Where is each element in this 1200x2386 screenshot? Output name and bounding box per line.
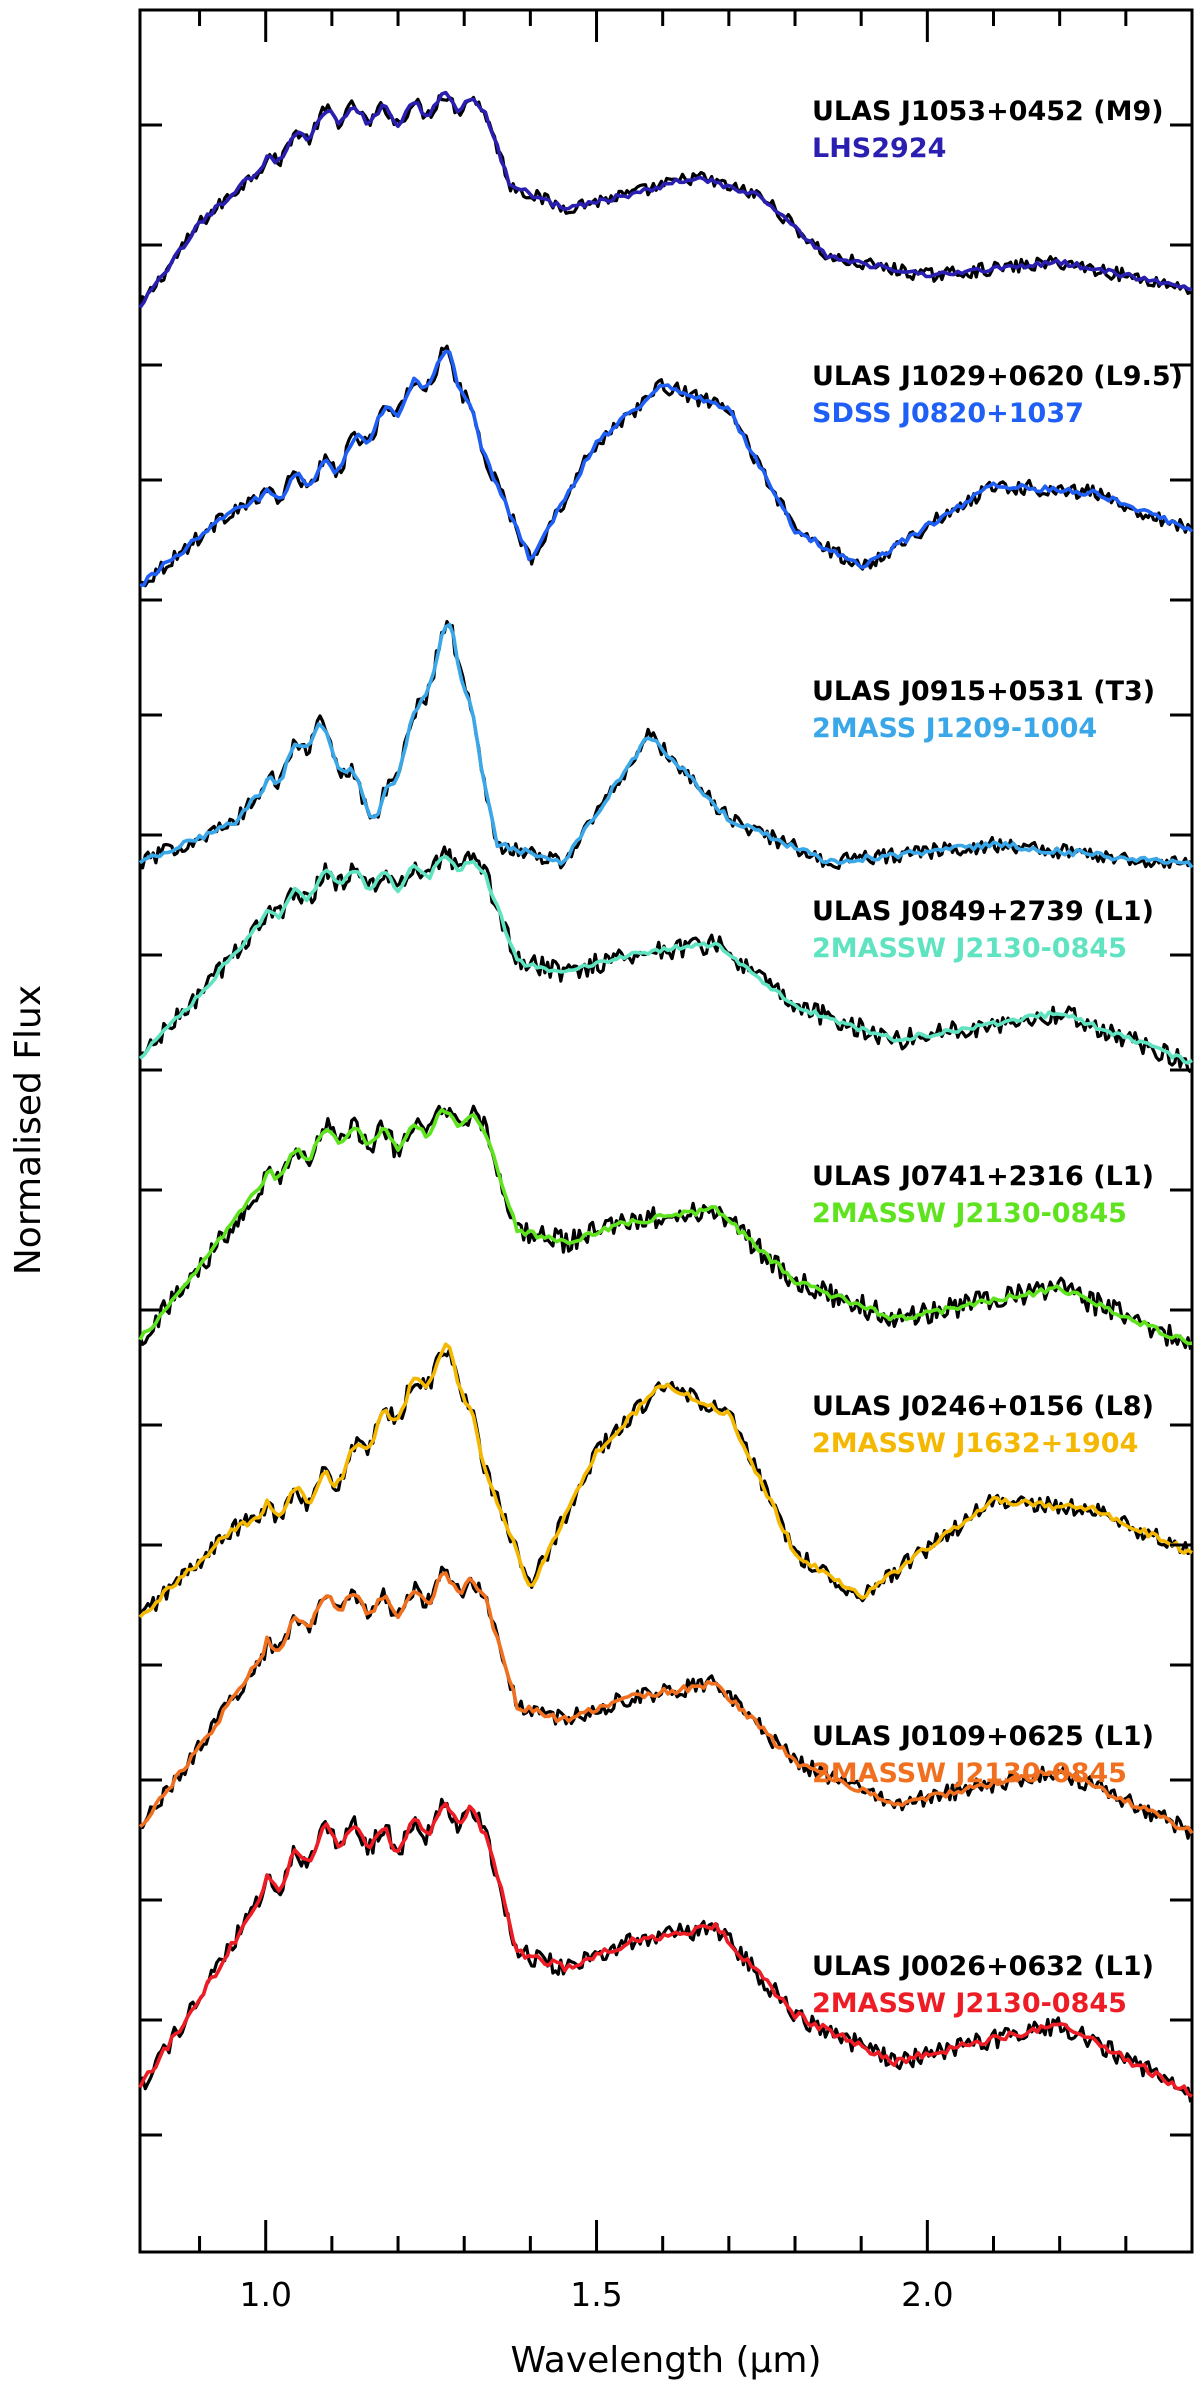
target-label: ULAS J1029+0620 (L9.5)	[812, 361, 1183, 392]
x-tick-label: 2.0	[901, 2275, 953, 2314]
spectrum-panel: ULAS J0741+2316 (L1) 2MASSW J2130-0845	[138, 1104, 1193, 1350]
template-spectrum-line	[138, 1342, 1194, 1619]
template-label: 2MASSW J2130-0845	[812, 1758, 1127, 1789]
template-spectrum-line	[138, 1801, 1193, 2098]
template-label: 2MASSW J2130-0845	[812, 1988, 1127, 2019]
spectrum-panel: ULAS J0026+0632 (L1) 2MASSW J2130-0845	[138, 1797, 1193, 2103]
target-label: ULAS J0109+0625 (L1)	[812, 1721, 1154, 1752]
target-label: ULAS J0246+0156 (L8)	[812, 1391, 1154, 1422]
template-label: 2MASSW J1632+1904	[812, 1428, 1138, 1459]
observed-spectrum-line	[138, 1565, 1193, 1840]
y-ticks	[140, 123, 1192, 2137]
spectrum-panel: ULAS J1053+0452 (M9) LHS2924	[138, 90, 1193, 309]
template-label: 2MASSW J2130-0845	[812, 1198, 1127, 1229]
template-spectrum-line	[138, 854, 1194, 1065]
target-label: ULAS J0915+0531 (T3)	[812, 676, 1155, 707]
template-label: 2MASSW J2130-0845	[812, 933, 1127, 964]
spectrum-panel: ULAS J0109+0625 (L1) 2MASSW J2130-0845	[138, 1565, 1194, 1840]
observed-spectrum-line	[138, 94, 1192, 306]
target-label: ULAS J0026+0632 (L1)	[812, 1951, 1154, 1982]
y-axis-label: Normalised Flux	[8, 985, 49, 1275]
spectra-layer: ULAS J1053+0452 (M9) LHS2924 ULAS J1029+06…	[138, 90, 1194, 2103]
template-spectrum-line	[138, 90, 1193, 309]
spectrum-panel: ULAS J0849+2739 (L1) 2MASSW J2130-0845	[138, 845, 1194, 1074]
x-tick-label: 1.5	[570, 2275, 622, 2314]
observed-spectrum-line	[138, 1347, 1192, 1616]
template-label: 2MASS J1209-1004	[812, 713, 1097, 744]
template-spectrum-line	[138, 622, 1194, 869]
target-label: ULAS J0849+2739 (L1)	[812, 896, 1154, 927]
spectrum-panel: ULAS J0915+0531 (T3) 2MASS J1209-1004	[138, 619, 1194, 870]
template-spectrum-line	[138, 1571, 1194, 1835]
template-label: LHS2924	[812, 133, 946, 164]
template-spectrum-line	[139, 349, 1194, 588]
x-axis-label: Wavelength (μm)	[510, 2340, 821, 2381]
spectrum-panel: ULAS J1029+0620 (L9.5) SDSS J0820+1037	[139, 344, 1194, 588]
spectrum-panel: ULAS J0246+0156 (L8) 2MASSW J1632+1904	[138, 1342, 1194, 1619]
target-label: ULAS J1053+0452 (M9)	[812, 96, 1164, 127]
x-ticks: 1.0 1.5 2.0	[198, 10, 1194, 2314]
template-label: SDSS J0820+1037	[812, 398, 1084, 429]
template-spectrum-line	[138, 1108, 1193, 1346]
target-label: ULAS J0741+2316 (L1)	[812, 1161, 1154, 1192]
plot-frame	[138, 8, 1194, 2254]
x-tick-label: 1.0	[239, 2275, 291, 2314]
